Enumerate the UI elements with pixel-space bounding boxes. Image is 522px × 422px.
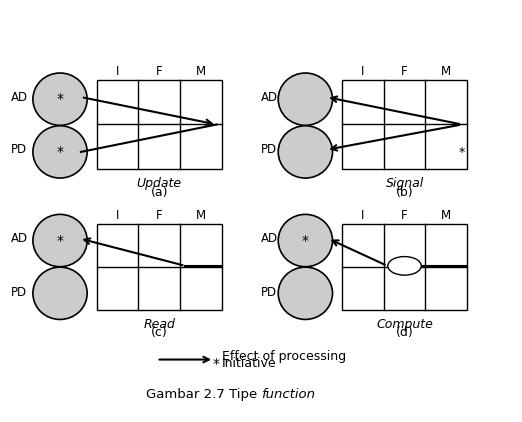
Text: *: * xyxy=(56,92,64,106)
Bar xyxy=(342,224,467,310)
Text: *: * xyxy=(56,145,64,159)
Text: AD: AD xyxy=(10,232,28,245)
Text: Compute: Compute xyxy=(376,318,433,330)
Text: *: * xyxy=(56,233,64,248)
Text: I: I xyxy=(116,209,119,222)
Text: F: F xyxy=(401,209,408,222)
Text: M: M xyxy=(441,65,452,78)
Text: PD: PD xyxy=(261,286,277,298)
Text: (c): (c) xyxy=(151,326,168,339)
Text: (a): (a) xyxy=(150,186,168,198)
Ellipse shape xyxy=(278,267,333,319)
Text: F: F xyxy=(156,65,162,78)
Text: M: M xyxy=(196,65,206,78)
Text: PD: PD xyxy=(261,143,277,156)
Ellipse shape xyxy=(278,73,333,125)
Text: AD: AD xyxy=(10,91,28,103)
Ellipse shape xyxy=(33,267,87,319)
Text: Effect of processing: Effect of processing xyxy=(222,350,346,363)
Text: M: M xyxy=(441,209,452,222)
Text: PD: PD xyxy=(10,286,27,298)
Ellipse shape xyxy=(388,257,421,275)
Ellipse shape xyxy=(33,126,87,178)
Text: function: function xyxy=(261,388,315,401)
Text: F: F xyxy=(156,209,162,222)
Ellipse shape xyxy=(33,73,87,125)
Text: Read: Read xyxy=(143,318,175,330)
Bar xyxy=(342,80,467,169)
Text: Gambar 2.7 Tipe: Gambar 2.7 Tipe xyxy=(146,388,261,401)
Text: I: I xyxy=(116,65,119,78)
Text: F: F xyxy=(401,65,408,78)
Text: AD: AD xyxy=(261,232,278,245)
Text: *: * xyxy=(212,357,219,371)
Bar xyxy=(97,80,222,169)
Ellipse shape xyxy=(278,214,333,267)
Text: *: * xyxy=(302,233,309,248)
Text: Update: Update xyxy=(137,177,182,190)
Text: (d): (d) xyxy=(396,326,413,339)
Text: PD: PD xyxy=(10,143,27,156)
Text: *: * xyxy=(459,146,465,159)
Bar xyxy=(97,224,222,310)
Text: Initiative: Initiative xyxy=(222,357,277,370)
Text: Signal: Signal xyxy=(385,177,424,190)
Text: I: I xyxy=(361,209,364,222)
Text: M: M xyxy=(196,209,206,222)
Text: I: I xyxy=(361,65,364,78)
Text: (b): (b) xyxy=(396,186,413,198)
Ellipse shape xyxy=(278,126,333,178)
Text: AD: AD xyxy=(261,91,278,103)
Ellipse shape xyxy=(33,214,87,267)
